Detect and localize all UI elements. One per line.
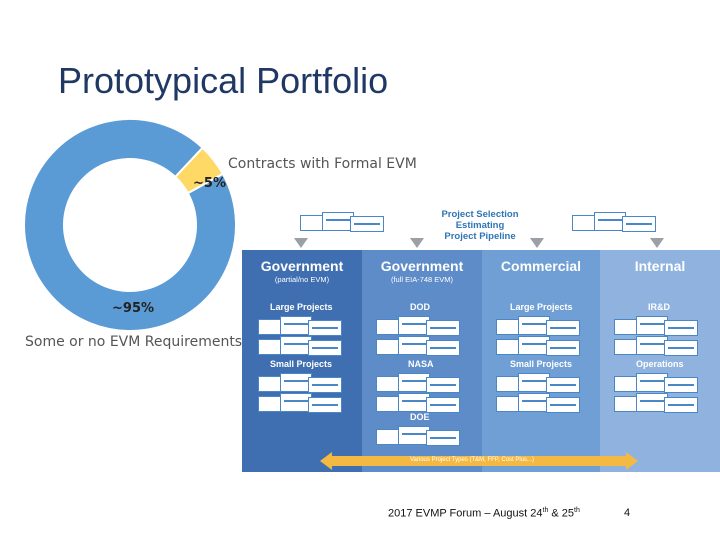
- data-label-5pct: ~5%: [193, 176, 226, 191]
- category-dod: DOD: [410, 302, 430, 312]
- data-label-95pct: ~95%: [112, 301, 155, 316]
- column-government-partial: Government (partial/no EVM) Large Projec…: [242, 250, 362, 472]
- page-number: 4: [624, 507, 631, 519]
- footer-text: 2017 EVMP Forum – August 24th & 25th: [388, 507, 580, 520]
- double-arrow-icon: [320, 452, 638, 470]
- thumbnail-screens: [376, 373, 464, 393]
- thumbnail-screens: [496, 373, 584, 393]
- column-title: Commercial: [500, 258, 582, 274]
- category-doe: DOE: [410, 412, 430, 422]
- project-selection-text: Project Selection Estimating Project Pip…: [440, 209, 520, 242]
- project-types-label: Various Project Types (T&M, FFP, Cost Pl…: [410, 457, 535, 463]
- category-large-projects: Large Projects: [270, 302, 333, 312]
- thumbnail-screens: [258, 336, 346, 356]
- footer-part: 2017 EVMP Forum – August 24: [388, 507, 543, 520]
- category-large-projects: Large Projects: [510, 302, 573, 312]
- arrow-down-icon: [294, 238, 308, 248]
- column-header: Commercial: [482, 250, 600, 294]
- column-government-full: Government (full EIA-748 EVM) DOD NASA D…: [362, 250, 482, 472]
- category-ird: IR&D: [648, 302, 670, 312]
- thumbnail-screens: [496, 316, 584, 336]
- thumbnail-screens: [614, 316, 702, 336]
- category-nasa: NASA: [408, 359, 434, 369]
- project-pipeline-line: Project Pipeline: [444, 231, 516, 242]
- column-internal: Internal IR&D Operations: [600, 250, 720, 472]
- thumbnail-screens: [376, 316, 464, 336]
- footer-part: & 25: [548, 507, 575, 520]
- estimating-line: Estimating: [455, 220, 505, 231]
- thumbnail-screens: [614, 373, 702, 393]
- column-header: Government (partial/no EVM): [242, 250, 362, 294]
- column-subtitle: (partial/no EVM): [274, 275, 330, 284]
- column-header: Government (full EIA-748 EVM): [362, 250, 482, 294]
- thumbnail-screens: [572, 212, 660, 232]
- project-selection-line: Project Selection: [441, 209, 519, 220]
- thumbnail-screens: [258, 316, 346, 336]
- arrow-down-icon: [410, 238, 424, 248]
- thumbnail-screens: [376, 426, 464, 446]
- thumbnail-screens: [300, 212, 388, 232]
- thumbnail-screens: [376, 336, 464, 356]
- thumbnail-screens: [496, 336, 584, 356]
- label-formal-evm: Contracts with Formal EVM: [228, 156, 417, 172]
- category-small-projects: Small Projects: [270, 359, 333, 369]
- thumbnail-screens: [614, 336, 702, 356]
- column-header: Internal: [600, 250, 720, 294]
- column-subtitle: (full EIA-748 EVM): [390, 275, 454, 284]
- thumbnail-screens: [258, 393, 346, 413]
- thumbnail-screens: [614, 393, 702, 413]
- arrow-down-icon: [650, 238, 664, 248]
- category-small-projects: Small Projects: [510, 359, 573, 369]
- column-commercial: Commercial Large Projects Small Projects: [482, 250, 600, 472]
- thumbnail-screens: [496, 393, 584, 413]
- column-title: Government: [260, 258, 344, 274]
- category-operations: Operations: [636, 359, 684, 369]
- footer-sup: th: [574, 507, 580, 514]
- thumbnail-screens: [258, 373, 346, 393]
- arrow-down-icon: [530, 238, 544, 248]
- column-title: Internal: [634, 258, 686, 274]
- footer-sup: th: [542, 507, 549, 514]
- thumbnail-screens: [376, 393, 464, 413]
- column-title: Government: [380, 258, 464, 274]
- portfolio-diagram: Government (partial/no EVM) Large Projec…: [242, 250, 720, 472]
- donut-slice-some-evm: [23, 118, 237, 332]
- slide-title: Prototypical Portfolio: [58, 60, 389, 101]
- label-some-evm: Some or no EVM Requirements: [25, 334, 243, 350]
